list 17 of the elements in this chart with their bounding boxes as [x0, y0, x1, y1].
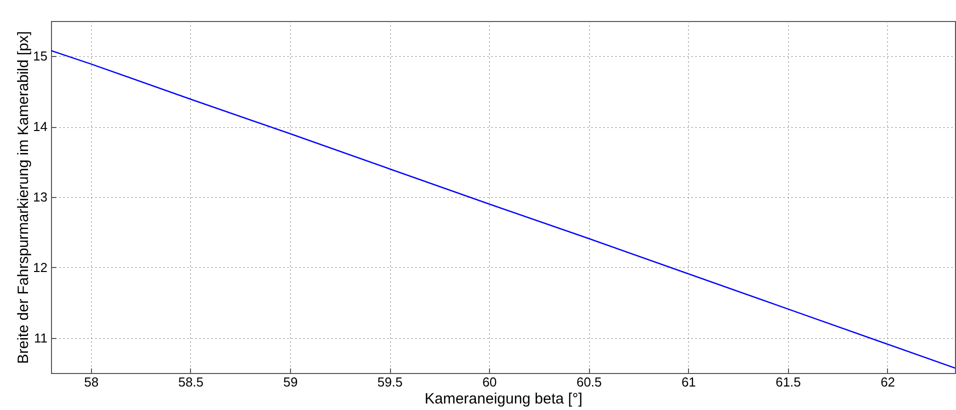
y-tick-label: 13	[33, 190, 48, 204]
x-tick-label: 61	[681, 374, 696, 390]
y-tick-label: 15	[33, 48, 48, 64]
x-tick-label: 58	[84, 374, 99, 390]
y-tick-label: 12	[33, 260, 48, 275]
x-tick-label: 60	[482, 374, 497, 390]
x-tick-label: 58.5	[178, 374, 204, 390]
x-axis-title: Kameraneigung beta [°]	[424, 390, 582, 408]
x-tick-label: 59	[283, 374, 298, 390]
y-tick-label: 14	[33, 119, 48, 134]
x-tick-label: 60.5	[576, 374, 602, 390]
x-tick-label: 61.5	[776, 374, 801, 390]
line-series	[51, 50, 955, 369]
x-tick-label: 62	[880, 374, 896, 390]
y-tick-label: 11	[34, 330, 48, 346]
x-tick-label: 59.5	[377, 374, 403, 390]
y-axis-title: Breite der Fahrspurmarkierung im Kamerabild [px]	[15, 31, 32, 364]
